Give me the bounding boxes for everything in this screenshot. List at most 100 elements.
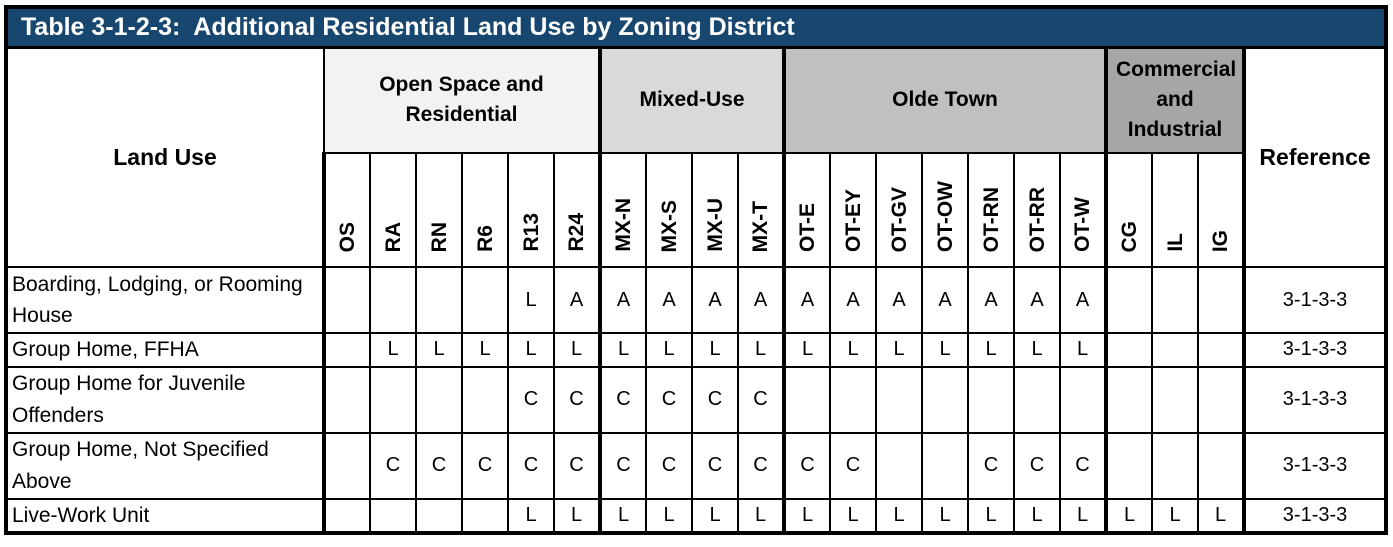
permission-cell-ot-e: L bbox=[782, 497, 831, 534]
permission-cell-cg bbox=[1104, 332, 1153, 368]
district-header-r6: R6 bbox=[461, 152, 509, 268]
table-row-group-home-ffha: Group Home, FFHA L L L L L L L L L L L L L L L L 3-1-3-3 bbox=[5, 332, 1388, 368]
land-use-name: Group Home, FFHA bbox=[5, 332, 325, 368]
permission-cell-ot-e: A bbox=[782, 266, 831, 334]
district-header-ot-rr: OT-RR bbox=[1013, 152, 1061, 268]
district-code-label: OS bbox=[336, 221, 359, 252]
permission-cell-ot-rr: C bbox=[1013, 431, 1061, 500]
land-use-name: Group Home for Juvenile Offenders bbox=[5, 365, 325, 434]
district-header-ot-gv: OT-GV bbox=[875, 152, 923, 268]
district-code-label: OT-GV bbox=[887, 186, 911, 252]
permission-cell-il bbox=[1151, 332, 1199, 368]
permission-cell-ot-gv: L bbox=[875, 497, 923, 534]
district-header-il: IL bbox=[1151, 152, 1199, 268]
district-header-ot-w: OT-W bbox=[1059, 152, 1107, 268]
permission-cell-ig: L bbox=[1197, 497, 1245, 534]
permission-cell-ot-rr: L bbox=[1013, 332, 1061, 368]
table-row-group-home-for-juvenile-offenders: Group Home for Juvenile Offenders C C C C C C 3… bbox=[5, 365, 1388, 434]
permission-cell-mx-n: L bbox=[598, 497, 647, 534]
permission-cell-ot-ow: L bbox=[921, 332, 969, 368]
permission-cell-mx-t: C bbox=[737, 365, 785, 434]
permission-cell-cg bbox=[1104, 431, 1153, 500]
district-code-label: OT-RN bbox=[979, 186, 1003, 252]
permission-cell-ra bbox=[369, 365, 417, 434]
land-use-name: Live-Work Unit bbox=[5, 497, 325, 534]
district-code-label: IG bbox=[1209, 229, 1232, 252]
permission-cell-ot-ey: L bbox=[829, 497, 877, 534]
district-header-os: OS bbox=[322, 152, 371, 268]
permission-cell-ot-gv bbox=[875, 365, 923, 434]
district-header-ot-ow: OT-OW bbox=[921, 152, 969, 268]
permission-cell-os bbox=[322, 497, 371, 534]
group-header-open-space-and-residential: Open Space and Residential bbox=[323, 46, 601, 154]
permission-cell-ra: L bbox=[369, 332, 417, 368]
district-header-mx-u: MX-U bbox=[691, 152, 739, 268]
permission-cell-ot-gv: A bbox=[875, 266, 923, 334]
permission-cell-mx-s: C bbox=[645, 431, 693, 500]
district-code-label: CG bbox=[1118, 220, 1141, 253]
permission-cell-rn bbox=[415, 266, 463, 334]
district-code-label: OT-W bbox=[1071, 197, 1094, 252]
permission-cell-ot-ey bbox=[829, 365, 877, 434]
permission-cell-ot-gv bbox=[875, 431, 923, 500]
permission-cell-r6 bbox=[461, 497, 509, 534]
permission-cell-mx-t: L bbox=[737, 497, 785, 534]
permission-cell-r24: C bbox=[553, 431, 601, 500]
permission-cell-r6 bbox=[461, 266, 509, 334]
district-code-label: RN bbox=[427, 221, 451, 252]
district-header-mx-s: MX-S bbox=[645, 152, 693, 268]
land-use-name: Boarding, Lodging, or Rooming House bbox=[5, 266, 325, 334]
permission-cell-mx-n: C bbox=[598, 365, 647, 434]
permission-cell-r6: L bbox=[461, 332, 509, 368]
permission-cell-ot-rr bbox=[1013, 365, 1061, 434]
permission-cell-mx-u: A bbox=[691, 266, 739, 334]
permission-cell-ot-e: C bbox=[782, 431, 831, 500]
permission-cell-rn: L bbox=[415, 332, 463, 368]
permission-cell-ra: C bbox=[369, 431, 417, 500]
permission-cell-ot-ey: C bbox=[829, 431, 877, 500]
permission-cell-mx-t: L bbox=[737, 332, 785, 368]
permission-cell-r24: C bbox=[553, 365, 601, 434]
district-header-ra: RA bbox=[369, 152, 417, 268]
district-code-label: OT-E bbox=[796, 202, 819, 252]
permission-cell-ot-ow: L bbox=[921, 497, 969, 534]
permission-cell-mx-t: A bbox=[737, 266, 785, 334]
table-title: Table 3-1-2-3: Additional Residential La… bbox=[4, 6, 1388, 49]
permission-cell-r24: L bbox=[553, 497, 601, 534]
permission-cell-ot-rn: L bbox=[967, 497, 1015, 534]
district-code-label: R13 bbox=[519, 213, 543, 252]
permission-cell-ot-rn bbox=[967, 365, 1015, 434]
district-code-label: OT-EY bbox=[841, 188, 865, 252]
table-row-live-work-unit: Live-Work Unit L L L L L L L L L L L L L L L L 3-1-3-3 bbox=[5, 497, 1388, 534]
district-code-label: R6 bbox=[473, 225, 497, 252]
land-use-name: Group Home, Not Specified Above bbox=[5, 431, 325, 500]
permission-cell-rn bbox=[415, 497, 463, 534]
district-code-label: MX-S bbox=[657, 199, 681, 253]
permission-cell-mx-u: C bbox=[691, 365, 739, 434]
reference-header: Reference bbox=[1241, 46, 1388, 268]
permission-cell-r13: C bbox=[507, 431, 555, 500]
permission-cell-r13: L bbox=[507, 332, 555, 368]
permission-cell-il: L bbox=[1151, 497, 1199, 534]
permission-cell-rn: C bbox=[415, 431, 463, 500]
permission-cell-ot-w: A bbox=[1059, 266, 1107, 334]
district-code-label: IL bbox=[1163, 233, 1187, 252]
permission-cell-r13: C bbox=[507, 365, 555, 434]
permission-cell-os bbox=[322, 431, 371, 500]
permission-cell-ig bbox=[1197, 332, 1245, 368]
table-row-boarding-lodging-or-rooming-house: Boarding, Lodging, or Rooming House L A A A A… bbox=[5, 266, 1388, 334]
district-header-mx-n: MX-N bbox=[598, 152, 647, 268]
permission-cell-cg bbox=[1104, 365, 1153, 434]
permission-cell-ig bbox=[1197, 365, 1245, 434]
reference-cell: 3-1-3-3 bbox=[1241, 266, 1388, 334]
permission-cell-r13: L bbox=[507, 497, 555, 534]
district-header-ot-ey: OT-EY bbox=[829, 152, 877, 268]
permission-cell-ot-gv: L bbox=[875, 332, 923, 368]
district-code-label: R24 bbox=[565, 213, 588, 252]
district-header-cg: CG bbox=[1104, 152, 1153, 268]
permission-cell-ot-e bbox=[782, 365, 831, 434]
permission-cell-il bbox=[1151, 266, 1199, 334]
permission-cell-r6 bbox=[461, 365, 509, 434]
permission-cell-mx-u: L bbox=[691, 497, 739, 534]
permission-cell-ra bbox=[369, 497, 417, 534]
